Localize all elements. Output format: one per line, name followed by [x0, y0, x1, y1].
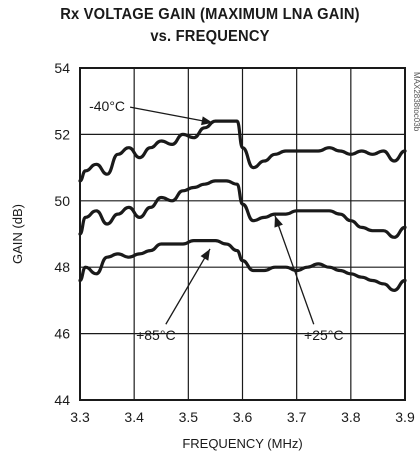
annotation-arrow-head — [201, 116, 213, 126]
y-axis-label: GAIN (dB) — [10, 204, 25, 264]
chart-title-line1: Rx VOLTAGE GAIN (MAXIMUM LNA GAIN) — [60, 6, 360, 23]
y-tick-label: 48 — [54, 259, 70, 275]
x-tick-label: 3.8 — [341, 409, 361, 425]
x-tick-label: 3.9 — [395, 409, 415, 425]
series-group — [78, 119, 407, 292]
annotation-arrow-head — [274, 215, 283, 228]
tick-labels: 3.3 3.4 3.5 3.6 3.7 3.8 3.9 44 46 48 50 52 54 — [54, 60, 415, 425]
annotations: -40°C +85°C +25°C — [89, 98, 343, 343]
annotation-arrow-line — [165, 248, 211, 325]
x-tick-label: 3.4 — [124, 409, 144, 425]
y-tick-label: 50 — [54, 193, 70, 209]
series-line — [78, 179, 407, 239]
series-line — [78, 119, 407, 183]
series-line — [78, 238, 407, 292]
annotation-label: +85°C — [136, 327, 175, 343]
annotation-label: +25°C — [304, 327, 343, 343]
chart-title-line2: vs. FREQUENCY — [150, 28, 270, 45]
annotation-arrow-line — [129, 106, 213, 124]
x-tick-label: 3.5 — [179, 409, 199, 425]
y-tick-label: 44 — [54, 392, 70, 408]
x-tick-label: 3.3 — [70, 409, 90, 425]
part-number-label: MAX2838toc03b — [412, 72, 420, 132]
x-tick-label: 3.6 — [233, 409, 253, 425]
x-tick-label: 3.7 — [287, 409, 307, 425]
y-tick-label: 52 — [54, 126, 70, 142]
y-tick-label: 54 — [54, 60, 70, 76]
grid — [80, 68, 405, 400]
annotation-label: -40°C — [89, 98, 125, 114]
annotation-arrow-head — [200, 248, 210, 261]
y-tick-label: 46 — [54, 326, 70, 342]
x-axis-label: FREQUENCY (MHz) — [182, 436, 302, 451]
annotation-arrow-line — [274, 215, 315, 325]
